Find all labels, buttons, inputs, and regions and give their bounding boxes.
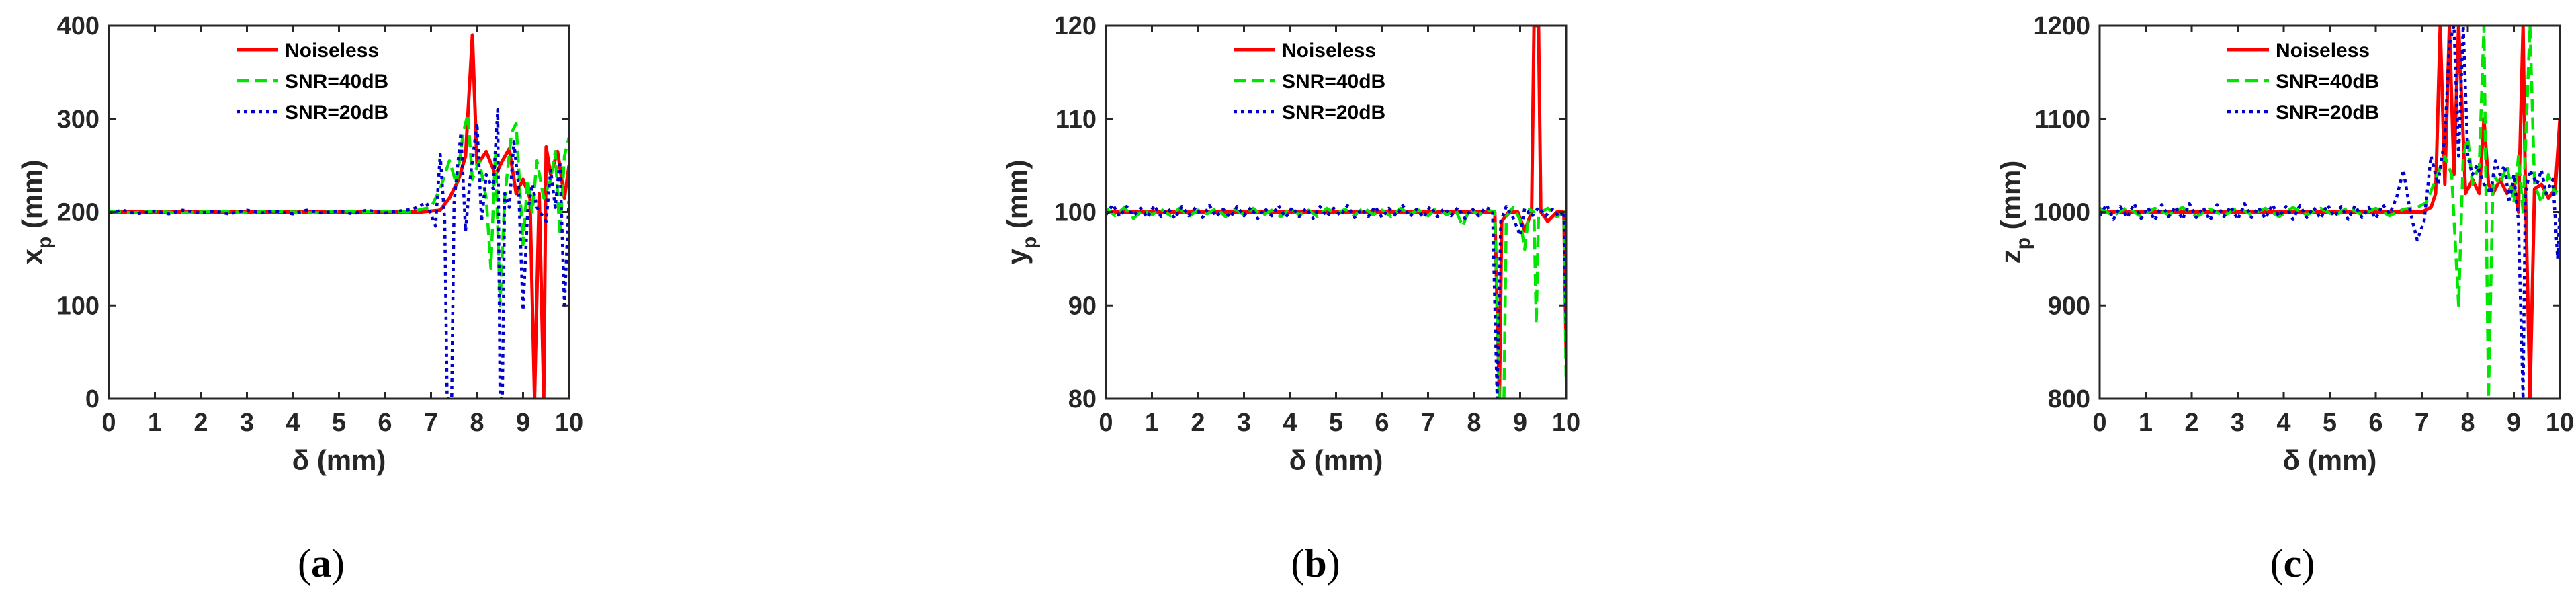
y-tick-label: 1100 xyxy=(2035,106,2090,134)
y-tick-label: 400 xyxy=(57,12,99,40)
legend-entry: SNR=20dB xyxy=(285,102,388,124)
series-line-snr-20db xyxy=(1106,203,1566,399)
x-tick-label: 6 xyxy=(2368,409,2382,437)
y-tick-label: 100 xyxy=(1054,199,1097,227)
x-tick-label: 2 xyxy=(2184,409,2198,437)
panel-label: (b) xyxy=(1291,541,1340,586)
y-tick-label: 80 xyxy=(1068,385,1097,413)
y-tick-label: 200 xyxy=(57,199,99,227)
legend-entry: SNR=40dB xyxy=(1282,71,1385,93)
x-tick-label: 4 xyxy=(286,409,300,437)
x-tick-label: 10 xyxy=(2546,409,2574,437)
x-tick-label: 1 xyxy=(1145,409,1159,437)
x-tick-label: 7 xyxy=(424,409,438,437)
series-line-snr-40db xyxy=(1106,206,1566,399)
x-tick-label: 0 xyxy=(1099,409,1113,437)
x-tick-label: 7 xyxy=(1421,409,1435,437)
y-axis-label: yp (mm) xyxy=(1001,159,1041,264)
x-tick-label: 4 xyxy=(2276,409,2290,437)
x-tick-label: 9 xyxy=(516,409,530,437)
x-tick-label: 3 xyxy=(240,409,254,437)
x-tick-label: 9 xyxy=(1513,409,1527,437)
x-tick-label: 2 xyxy=(194,409,208,437)
legend-entry: SNR=20dB xyxy=(1282,102,1385,124)
y-tick-label: 0 xyxy=(85,385,99,413)
x-tick-label: 0 xyxy=(101,409,116,437)
legend-entry: Noiseless xyxy=(285,40,379,62)
y-tick-label: 110 xyxy=(1056,106,1097,134)
x-tick-label: 5 xyxy=(2323,409,2337,437)
chart-panel-b: 0 1 2 3 4 5 6 7 8 9 10 80 90 100 110 120 δ (mm) yp (mm) No… xyxy=(1001,12,1580,476)
series-line-snr-20db xyxy=(2100,26,2560,399)
x-tick-label: 5 xyxy=(1329,409,1343,437)
legend-entry: SNR=40dB xyxy=(285,71,388,93)
y-tick-label: 300 xyxy=(57,106,99,134)
x-tick-label: 2 xyxy=(1191,409,1205,437)
x-tick-label: 1 xyxy=(2139,409,2153,437)
y-tick-label: 100 xyxy=(57,292,99,320)
x-tick-label: 1 xyxy=(148,409,162,437)
panel-label: (c) xyxy=(2270,541,2315,586)
x-tick-label: 0 xyxy=(2092,409,2106,437)
x-tick-label: 10 xyxy=(1552,409,1580,437)
x-tick-label: 3 xyxy=(2231,409,2245,437)
x-tick-label: 10 xyxy=(555,409,583,437)
x-axis-label: δ (mm) xyxy=(1289,444,1383,476)
chart-panel-c: 0 1 2 3 4 5 6 7 8 9 10 800 900 1000 1100 1200 δ (mm) zp (… xyxy=(1995,12,2574,476)
y-axis-label: xp (mm) xyxy=(16,159,56,264)
x-axis-label: δ (mm) xyxy=(2283,444,2377,476)
legend-entry: SNR=20dB xyxy=(2276,102,2379,124)
panel-label: (a) xyxy=(298,541,345,586)
x-tick-label: 8 xyxy=(470,409,484,437)
y-tick-label: 90 xyxy=(1068,292,1097,320)
y-tick-label: 900 xyxy=(2048,292,2090,320)
y-tick-label: 800 xyxy=(2048,385,2090,413)
y-tick-label: 1200 xyxy=(2033,12,2090,40)
legend-entry: Noiseless xyxy=(2276,40,2370,62)
x-tick-label: 4 xyxy=(1283,409,1297,437)
legend-entry: Noiseless xyxy=(1282,40,1376,62)
legend-entry: SNR=40dB xyxy=(2276,71,2379,93)
series-line-noiseless xyxy=(109,33,569,399)
y-axis-label: zp (mm) xyxy=(1995,161,2034,264)
series-line-snr-40db xyxy=(109,112,569,307)
y-tick-label: 120 xyxy=(1054,12,1097,40)
x-tick-label: 5 xyxy=(332,409,346,437)
x-tick-label: 8 xyxy=(2460,409,2475,437)
x-tick-label: 3 xyxy=(1237,409,1251,437)
x-tick-label: 8 xyxy=(1467,409,1481,437)
series-line-snr-20db xyxy=(109,108,569,399)
x-tick-label: 9 xyxy=(2507,409,2521,437)
x-axis-label: δ (mm) xyxy=(292,444,386,476)
x-tick-label: 6 xyxy=(1375,409,1389,437)
x-tick-label: 7 xyxy=(2415,409,2429,437)
x-tick-label: 6 xyxy=(378,409,392,437)
y-tick-label: 1000 xyxy=(2033,199,2090,227)
